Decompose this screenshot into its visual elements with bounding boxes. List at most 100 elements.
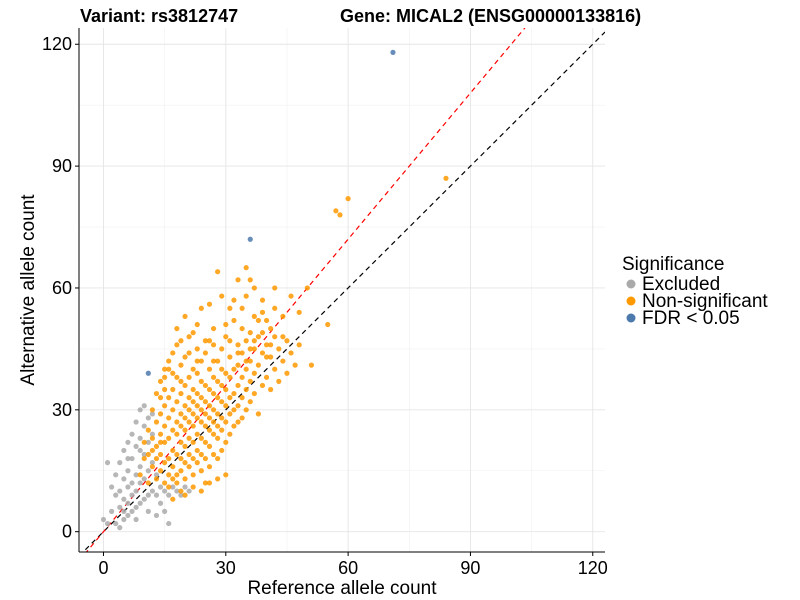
point-non-significant	[194, 403, 200, 409]
point-non-significant	[259, 350, 266, 356]
point-non-significant	[235, 419, 241, 425]
point-non-significant	[202, 439, 209, 445]
chart-title-gene: Gene: MICAL2 (ENSG00000133816)	[340, 6, 641, 26]
point-non-significant	[247, 399, 253, 405]
point-non-significant	[239, 325, 245, 332]
point-non-significant	[259, 309, 266, 315]
reference-line-identity	[82, 31, 605, 552]
point-non-significant	[268, 325, 274, 332]
point-excluded	[125, 439, 131, 445]
point-non-significant	[162, 460, 168, 466]
point-excluded	[133, 443, 139, 449]
point-non-significant	[202, 399, 209, 405]
point-excluded	[137, 407, 143, 413]
data-points	[100, 49, 449, 531]
y-tick-label: 30	[52, 400, 72, 420]
point-non-significant	[255, 411, 262, 417]
point-non-significant	[215, 423, 221, 429]
point-non-significant	[337, 212, 343, 218]
point-non-significant	[182, 476, 188, 482]
y-tick-label: 90	[52, 156, 72, 176]
point-non-significant	[239, 415, 245, 421]
point-non-significant	[186, 464, 192, 470]
chart-title-variant: Variant: rs3812747	[80, 6, 238, 26]
point-non-significant	[170, 350, 176, 356]
point-non-significant	[206, 403, 213, 409]
point-non-significant	[198, 488, 204, 494]
point-non-significant	[190, 399, 196, 405]
point-non-significant	[259, 330, 266, 336]
point-non-significant	[272, 305, 278, 311]
point-excluded	[129, 508, 135, 514]
point-non-significant	[166, 366, 172, 372]
point-non-significant	[170, 407, 176, 413]
point-non-significant	[162, 366, 168, 372]
point-excluded	[137, 480, 143, 486]
point-non-significant	[251, 346, 257, 352]
point-non-significant	[198, 395, 204, 401]
point-non-significant	[247, 378, 253, 384]
point-non-significant	[210, 407, 217, 413]
point-non-significant	[166, 484, 172, 490]
point-non-significant	[174, 431, 180, 437]
point-non-significant	[194, 415, 200, 421]
point-non-significant	[194, 460, 200, 466]
point-non-significant	[145, 427, 151, 433]
point-non-significant	[170, 427, 176, 433]
point-excluded	[129, 480, 135, 486]
point-excluded	[129, 455, 135, 462]
point-non-significant	[255, 317, 262, 324]
point-non-significant	[219, 382, 225, 389]
point-non-significant	[231, 317, 237, 324]
point-non-significant	[198, 378, 204, 384]
point-non-significant	[292, 362, 298, 368]
point-non-significant	[255, 334, 262, 340]
point-non-significant	[288, 350, 294, 356]
point-non-significant	[157, 411, 164, 417]
point-excluded	[121, 508, 127, 514]
point-non-significant	[219, 427, 225, 433]
point-non-significant	[186, 451, 192, 458]
point-non-significant	[153, 390, 160, 397]
point-non-significant	[231, 423, 237, 429]
point-non-significant	[280, 313, 286, 320]
point-excluded	[125, 500, 131, 506]
point-excluded	[145, 508, 151, 514]
point-non-significant	[178, 488, 184, 494]
point-non-significant	[243, 358, 249, 364]
point-non-significant	[190, 411, 196, 417]
point-non-significant	[263, 374, 270, 380]
point-non-significant	[157, 395, 164, 401]
point-non-significant	[223, 334, 229, 340]
point-non-significant	[239, 305, 245, 311]
point-excluded	[157, 484, 164, 490]
point-non-significant	[210, 419, 217, 425]
point-non-significant	[174, 399, 180, 405]
point-non-significant	[194, 431, 200, 437]
point-excluded	[104, 460, 111, 466]
point-non-significant	[170, 476, 176, 482]
point-excluded	[137, 435, 143, 441]
point-non-significant	[141, 455, 147, 462]
point-excluded	[145, 415, 151, 421]
point-non-significant	[190, 439, 196, 445]
point-non-significant	[239, 395, 245, 401]
point-non-significant	[272, 285, 278, 291]
point-non-significant	[210, 358, 217, 364]
point-non-significant	[198, 358, 204, 364]
point-fdr-0-05	[145, 370, 151, 376]
x-tick-label: 60	[338, 558, 358, 578]
point-non-significant	[210, 374, 217, 380]
point-excluded	[186, 488, 192, 494]
point-non-significant	[166, 455, 172, 462]
point-non-significant	[153, 419, 160, 425]
point-non-significant	[325, 321, 331, 328]
point-non-significant	[198, 468, 204, 474]
point-non-significant	[149, 464, 155, 470]
point-non-significant	[178, 378, 184, 384]
point-non-significant	[243, 265, 249, 271]
point-non-significant	[149, 407, 155, 413]
point-non-significant	[141, 439, 147, 445]
axes	[75, 28, 605, 556]
point-non-significant	[223, 419, 229, 425]
